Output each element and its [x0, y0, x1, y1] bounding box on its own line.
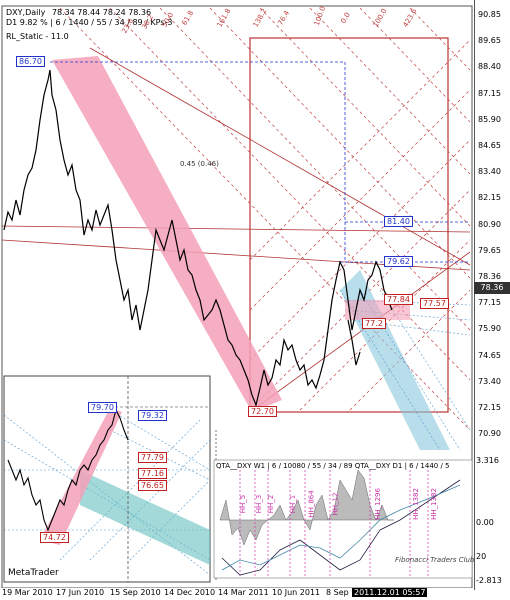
inset-level-77-16: 77.16: [138, 468, 167, 479]
price-label: 89.65: [478, 36, 501, 46]
hh-label-7: HH_1382: [411, 488, 420, 520]
inset-level-76-65: 76.65: [138, 480, 167, 491]
fib-time-box: [249, 37, 449, 413]
hh-label-0: HH_5: [239, 494, 248, 514]
chart-title: DXY,Daily 78.34 78.44 78.24 78.36: [6, 8, 151, 17]
date-label-7: 2011.12.01 05:57: [352, 588, 428, 597]
hh-label-4: HH_864: [307, 490, 316, 518]
sub-scale-3: -2.813: [476, 576, 502, 585]
pink-channel: [52, 56, 282, 412]
hh-label-3: HH_1: [289, 494, 298, 514]
inset-level-77-79: 77.79: [138, 452, 167, 463]
price-label: 74.65: [478, 350, 501, 360]
level-box-77-2: 77.2: [362, 318, 386, 329]
price-label: 72.15: [478, 403, 501, 412]
indicator-label: RL_Static - 11.0: [6, 32, 69, 41]
price-line: [3, 69, 393, 407]
watermark: Fibonacci Traders Club: [395, 556, 475, 564]
date-label-0: 19 Mar 2010: [2, 588, 53, 597]
inset-level-74-72: 74.72: [40, 532, 69, 543]
price-axis: 90.85 89.65 88.40 87.15 85.90 84.65 83.40 82.15…: [474, 0, 510, 590]
price-label: 90.85: [478, 10, 501, 19]
price-label: 73.40: [478, 376, 501, 386]
inset-teal-band: [80, 470, 210, 565]
oscillator: [219, 469, 394, 546]
symbol-label: DXY,Daily: [6, 8, 46, 17]
price-label: 77.15: [478, 298, 501, 308]
date-label-2: 15 Sep 2010: [110, 588, 161, 597]
hh-label-1: HH_3: [255, 494, 264, 514]
hh-markers: [239, 470, 429, 578]
level-box-81-40: 81.40: [384, 216, 413, 227]
level-box-86-70: 86.70: [16, 56, 45, 67]
level-box-72-70: 72.70: [248, 406, 277, 417]
price-label: 87.15: [478, 88, 501, 98]
date-label-3: 14 Dec 2010: [164, 588, 216, 597]
date-label-6: 8 Sep: [326, 588, 349, 597]
date-label-4: 14 Mar 2011: [218, 588, 269, 597]
date-label-1: 17 Jun 2010: [56, 588, 105, 597]
hh-label-6: HH_1296: [373, 488, 382, 520]
info-line: D1 9.82 % | 6 / 1440 / 55 / 34 / 89 / KP…: [6, 18, 173, 27]
price-label: 83.40: [478, 167, 501, 177]
inset-level-79-70: 79.70: [88, 402, 117, 413]
inset-brand: MetaTrader: [8, 568, 59, 578]
price-label: 84.65: [478, 141, 501, 150]
hh-label-2: HH_2: [267, 494, 276, 514]
date-label-5: 10 Jun 2011: [272, 588, 321, 597]
sub-scale-2: 20: [476, 552, 487, 561]
level-box-79-62: 79.62: [384, 256, 413, 267]
sub-scale-0: 3.316: [476, 456, 499, 465]
price-label: 85.90: [478, 114, 501, 124]
fan-label-11: 0.45 (0.46): [180, 160, 219, 168]
price-label: 79.65: [478, 245, 501, 255]
hh-label-8: HH_1382: [429, 488, 438, 520]
inset-price-line: [7, 408, 129, 532]
ohlc-values: 78.34 78.44 78.24 78.36: [51, 8, 152, 17]
price-label: 75.90: [478, 324, 501, 334]
price-label: 78.36: [478, 272, 501, 281]
price-label: 70.90: [478, 429, 501, 439]
level-box-77-57: 77.57: [420, 298, 449, 309]
date-axis: 19 Mar 2010 17 Jun 2010 15 Sep 2010 14 D…: [0, 588, 474, 600]
sub-window-label: QTA__DXY W1 | 6 / 10080 / 55 / 34 / 89 Q…: [216, 462, 450, 470]
inset-level-79-32: 79.32: [138, 410, 167, 421]
price-label: 82.15: [478, 193, 501, 203]
current-price-tag: 78.36: [474, 282, 510, 294]
level-box-77-84: 77.84: [384, 294, 413, 305]
sub-scale-1: 0.00: [476, 518, 494, 527]
price-label: 88.40: [478, 62, 501, 72]
price-label: 80.90: [478, 219, 501, 229]
hh-label-5: HH_12: [331, 492, 340, 516]
